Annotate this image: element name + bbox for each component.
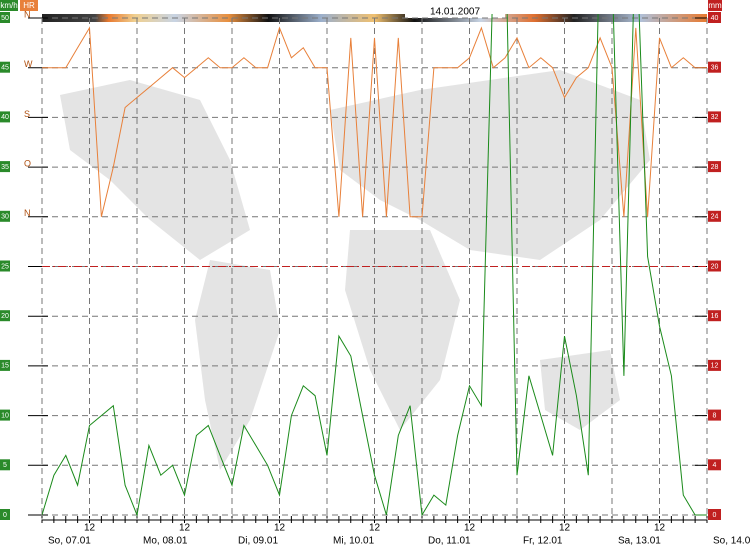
- x-tick-label: 12: [274, 523, 286, 534]
- plot: [42, 14, 707, 517]
- y-tick-bg: [0, 459, 10, 471]
- y-tick-label: 30: [1, 214, 9, 221]
- unit-bg: [708, 0, 722, 11]
- y-tick-bg: [0, 61, 10, 73]
- y-tick-label: 5: [3, 462, 7, 469]
- y-tick-bg: [0, 310, 10, 322]
- x-tick-label: Fr, 12.01: [523, 536, 563, 547]
- x-tick-label: So, 07.01: [48, 536, 91, 547]
- unit-bg: [20, 0, 38, 11]
- y2-tick-label: 12: [711, 363, 719, 370]
- y2-tick-label: 20: [711, 263, 719, 270]
- y2-tick-bg: [708, 509, 721, 520]
- y-tick-bg: [0, 111, 10, 123]
- y2-tick-label: 40: [711, 15, 719, 22]
- y2-tick-label: 0: [713, 512, 717, 519]
- direction-tick-label: W: [24, 59, 33, 69]
- x-tick-label: So, 14.0: [713, 536, 750, 547]
- direction-label: HR: [23, 1, 35, 10]
- y2-tick-bg: [708, 161, 721, 173]
- y-tick-bg: [0, 161, 10, 173]
- y2-tick-label: 16: [711, 313, 719, 320]
- y2-tick-label: 28: [711, 164, 719, 171]
- y-tick-label: 20: [1, 313, 9, 320]
- y-tick-bg: [0, 210, 10, 222]
- y2-tick-bg: [708, 409, 721, 421]
- y2-tick-label: 4: [713, 462, 717, 469]
- y2-tick-bg: [708, 111, 721, 123]
- direction-tick-label: O: [24, 158, 31, 168]
- y2-tick-label: 32: [711, 114, 719, 121]
- x-tick-label: 12: [464, 523, 476, 534]
- world-map: [60, 70, 650, 470]
- date-bg: [405, 6, 505, 18]
- x-tick-label: 12: [369, 523, 381, 534]
- y-label: km/h: [0, 1, 17, 10]
- y2-tick-bg: [708, 210, 721, 222]
- y-tick-bg: [0, 12, 10, 23]
- y2-tick-bg: [708, 359, 721, 371]
- y2-label: mm: [708, 1, 722, 10]
- x-tick-label: Mi, 10.01: [333, 536, 375, 547]
- y-tick-label: 10: [1, 412, 9, 419]
- y2-tick-label: 24: [711, 214, 719, 221]
- direction-tick-label: N: [24, 9, 31, 19]
- y-tick-label: 40: [1, 114, 9, 121]
- y-tick-label: 15: [1, 363, 9, 370]
- x-tick-label: Do, 11.01: [428, 536, 471, 547]
- series-line: [42, 26, 707, 218]
- unit-bg: [0, 0, 18, 11]
- y2-tick-label: 36: [711, 65, 719, 72]
- y2-tick-bg: [708, 12, 721, 23]
- header-date: 14.01.2007: [430, 7, 480, 18]
- x-tick-label: Sa, 13.01: [618, 536, 661, 547]
- x-tick-label: 12: [84, 523, 96, 534]
- y-tick-label: 45: [1, 65, 9, 72]
- y-tick-label: 50: [1, 15, 9, 22]
- y2-tick-bg: [708, 459, 721, 471]
- x-tick-label: 12: [654, 523, 666, 534]
- y2-tick-bg: [708, 310, 721, 322]
- x-tick-label: 12: [559, 523, 571, 534]
- y-tick-bg: [0, 409, 10, 421]
- y2-tick-bg: [708, 61, 721, 73]
- y2-tick-bg: [708, 260, 721, 272]
- series-line: [42, 14, 707, 517]
- direction-tick-label: N: [24, 208, 31, 218]
- y-tick-label: 0: [3, 512, 7, 519]
- x-tick-label: Di, 09.01: [238, 536, 278, 547]
- y-tick-bg: [0, 260, 10, 272]
- y-tick-label: 35: [1, 164, 9, 171]
- y2-tick-label: 8: [713, 412, 717, 419]
- x-tick-label: 12: [179, 523, 191, 534]
- x-tick-label: Mo, 08.01: [143, 536, 188, 547]
- direction-tick-label: S: [24, 109, 30, 119]
- y-tick-bg: [0, 509, 10, 520]
- y-tick-bg: [0, 359, 10, 371]
- y-tick-label: 25: [1, 263, 9, 270]
